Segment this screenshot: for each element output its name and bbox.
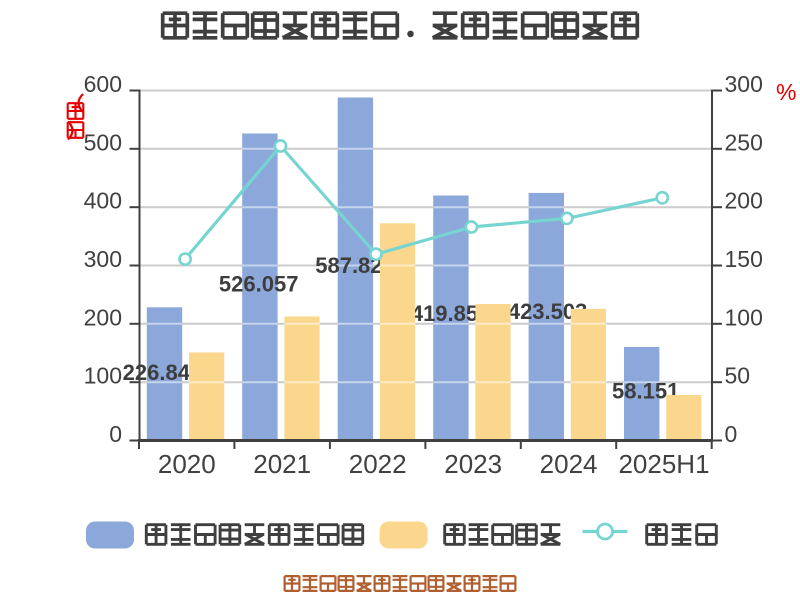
svg-text:226.84: 226.84 <box>123 360 191 385</box>
svg-text:526.057: 526.057 <box>219 272 299 297</box>
svg-text:600: 600 <box>84 71 122 97</box>
svg-text:100: 100 <box>725 304 763 330</box>
svg-text:%: % <box>776 79 796 105</box>
svg-text:150: 150 <box>725 246 763 272</box>
svg-text:300: 300 <box>725 71 763 97</box>
svg-text:300: 300 <box>84 246 122 272</box>
svg-text:0: 0 <box>109 421 122 447</box>
svg-text:100: 100 <box>84 363 122 389</box>
svg-text:2022: 2022 <box>349 449 407 479</box>
svg-text:400: 400 <box>84 188 122 214</box>
svg-text:200: 200 <box>725 188 763 214</box>
svg-text:250: 250 <box>725 129 763 155</box>
svg-text:2025H1: 2025H1 <box>618 449 709 479</box>
svg-text:2024: 2024 <box>540 449 598 479</box>
svg-text:2020: 2020 <box>158 449 216 479</box>
svg-text:0: 0 <box>725 421 738 447</box>
svg-text:2021: 2021 <box>253 449 311 479</box>
svg-text:2023: 2023 <box>444 449 502 479</box>
svg-text:500: 500 <box>84 129 122 155</box>
svg-text:50: 50 <box>725 363 751 389</box>
svg-text:200: 200 <box>84 304 122 330</box>
